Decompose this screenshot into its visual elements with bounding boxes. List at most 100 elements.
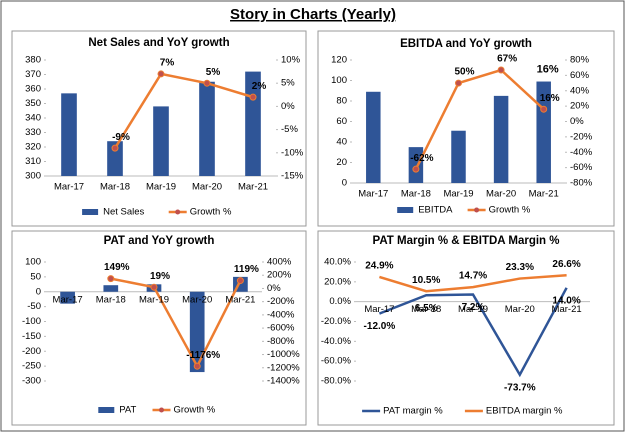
y-tick-label: -100 [22, 316, 41, 327]
y-tick-label: 380 [25, 55, 41, 66]
value-label: 23.3% [506, 262, 534, 273]
value-label: -9% [112, 132, 130, 143]
bar [451, 130, 466, 183]
value-label: -73.7% [504, 382, 536, 393]
y-tick-label: 100 [331, 75, 347, 86]
value-label: -12.0% [364, 321, 396, 332]
legend-label: PAT margin % [383, 406, 443, 417]
y2-tick-label: -1200% [267, 362, 300, 373]
x-tick-label: Mar-17 [364, 304, 394, 315]
marker [249, 93, 257, 101]
y-tick-label: -80.0% [321, 376, 352, 387]
page-title: Story in Charts (Yearly) [230, 6, 396, 23]
panel [317, 230, 615, 426]
y2-tick-label: -1000% [267, 349, 300, 360]
y2-tick-label: -400% [267, 309, 295, 320]
legend-marker [175, 209, 181, 215]
y2-tick-label: -20% [570, 131, 593, 142]
y-tick-label: 340 [25, 113, 41, 124]
legend-label: PAT [119, 405, 136, 416]
y-tick-label: -40.0% [321, 336, 352, 347]
y-tick-label: -50 [27, 301, 41, 312]
bar [493, 95, 509, 183]
panel [11, 30, 307, 227]
x-tick-label: Mar-18 [100, 182, 130, 193]
x-tick-label: Mar-20 [505, 304, 535, 315]
y2-tick-label: -1400% [267, 376, 300, 387]
x-tick-label: Mar-18 [96, 294, 126, 305]
value-label: 119% [234, 264, 259, 275]
legend-label: Growth % [190, 207, 232, 218]
y-tick-label: 60 [336, 116, 347, 127]
value-label: 7% [160, 58, 175, 69]
y-tick-label: 50 [30, 271, 41, 282]
value-label: 149% [104, 262, 130, 273]
x-tick-label: Mar-21 [238, 182, 268, 193]
value-label: 10.5% [412, 275, 440, 286]
y-tick-label: -20.0% [321, 316, 352, 327]
chart-title: Net Sales and YoY growth [88, 37, 229, 49]
bar [199, 81, 215, 176]
y-tick-label: -300 [22, 376, 41, 387]
marker [111, 144, 119, 152]
marker [203, 79, 211, 87]
y-tick-label: 20.0% [324, 276, 351, 287]
bar [189, 291, 205, 373]
bar [60, 291, 75, 304]
marker [193, 362, 201, 370]
y-tick-label: 0 [342, 178, 347, 189]
chart-title: PAT and YoY growth [104, 235, 215, 247]
y2-tick-label: 10% [281, 55, 301, 66]
x-tick-label: Mar-18 [401, 189, 431, 200]
annotation: 16% [537, 63, 559, 75]
legend-label: EBITDA margin % [486, 406, 563, 417]
legend-marker [474, 207, 480, 213]
y-tick-label: 120 [331, 55, 347, 66]
legend-label: Growth % [489, 205, 531, 216]
marker [540, 105, 548, 113]
y-tick-label: 360 [25, 84, 41, 95]
value-label: 50% [454, 67, 474, 78]
chart-title: EBITDA and YoY growth [400, 38, 532, 50]
y2-tick-label: 0% [267, 283, 281, 294]
legend-label: EBITDA [418, 205, 453, 216]
value-label: 2% [252, 81, 267, 92]
legend-label: Net Sales [103, 207, 144, 218]
marker [455, 79, 462, 87]
y2-tick-label: 80% [570, 55, 590, 66]
marker [157, 70, 165, 78]
legend-marker [159, 407, 164, 413]
x-tick-label: Mar-20 [182, 294, 212, 305]
y-tick-label: -250 [22, 361, 41, 372]
y-tick-label: 40 [336, 137, 347, 148]
chart-title: PAT Margin % & EBITDA Margin % [373, 235, 560, 247]
marker [107, 275, 115, 283]
y-tick-label: 80 [336, 96, 347, 107]
y2-tick-label: -10% [281, 147, 304, 158]
legend-swatch [397, 207, 414, 213]
y2-tick-label: 40% [570, 85, 590, 96]
bar [107, 141, 123, 176]
value-label: 7.2% [462, 302, 485, 313]
bar [245, 71, 261, 176]
x-tick-label: Mar-17 [53, 294, 83, 305]
x-tick-label: Mar-19 [458, 304, 488, 315]
bar [366, 91, 381, 183]
value-label: 16% [540, 93, 560, 104]
x-tick-label: Mar-19 [139, 294, 169, 305]
y2-tick-label: -800% [267, 336, 295, 347]
x-tick-label: Mar-21 [529, 189, 559, 200]
y2-tick-label: -600% [267, 323, 295, 334]
line [379, 274, 567, 293]
y-tick-label: -60.0% [321, 356, 352, 367]
bar [153, 106, 169, 176]
x-tick-label: Mar-19 [443, 189, 473, 200]
legend-label: Growth % [174, 405, 216, 416]
x-tick-label: Mar-21 [225, 294, 255, 305]
y2-tick-label: 20% [570, 101, 590, 112]
value-label: 5% [206, 67, 221, 78]
legend-swatch [82, 209, 99, 215]
line [414, 68, 545, 170]
